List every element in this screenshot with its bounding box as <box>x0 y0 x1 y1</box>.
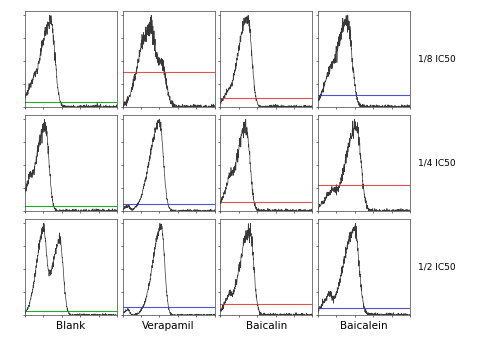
Text: 1/8 IC50: 1/8 IC50 <box>418 54 455 63</box>
X-axis label: Blank: Blank <box>56 321 86 331</box>
X-axis label: Baicalein: Baicalein <box>340 321 388 331</box>
X-axis label: Baicalin: Baicalin <box>246 321 287 331</box>
X-axis label: Verapamil: Verapamil <box>142 321 195 331</box>
Text: 1/4 IC50: 1/4 IC50 <box>418 158 455 167</box>
Text: 1/2 IC50: 1/2 IC50 <box>418 262 455 272</box>
